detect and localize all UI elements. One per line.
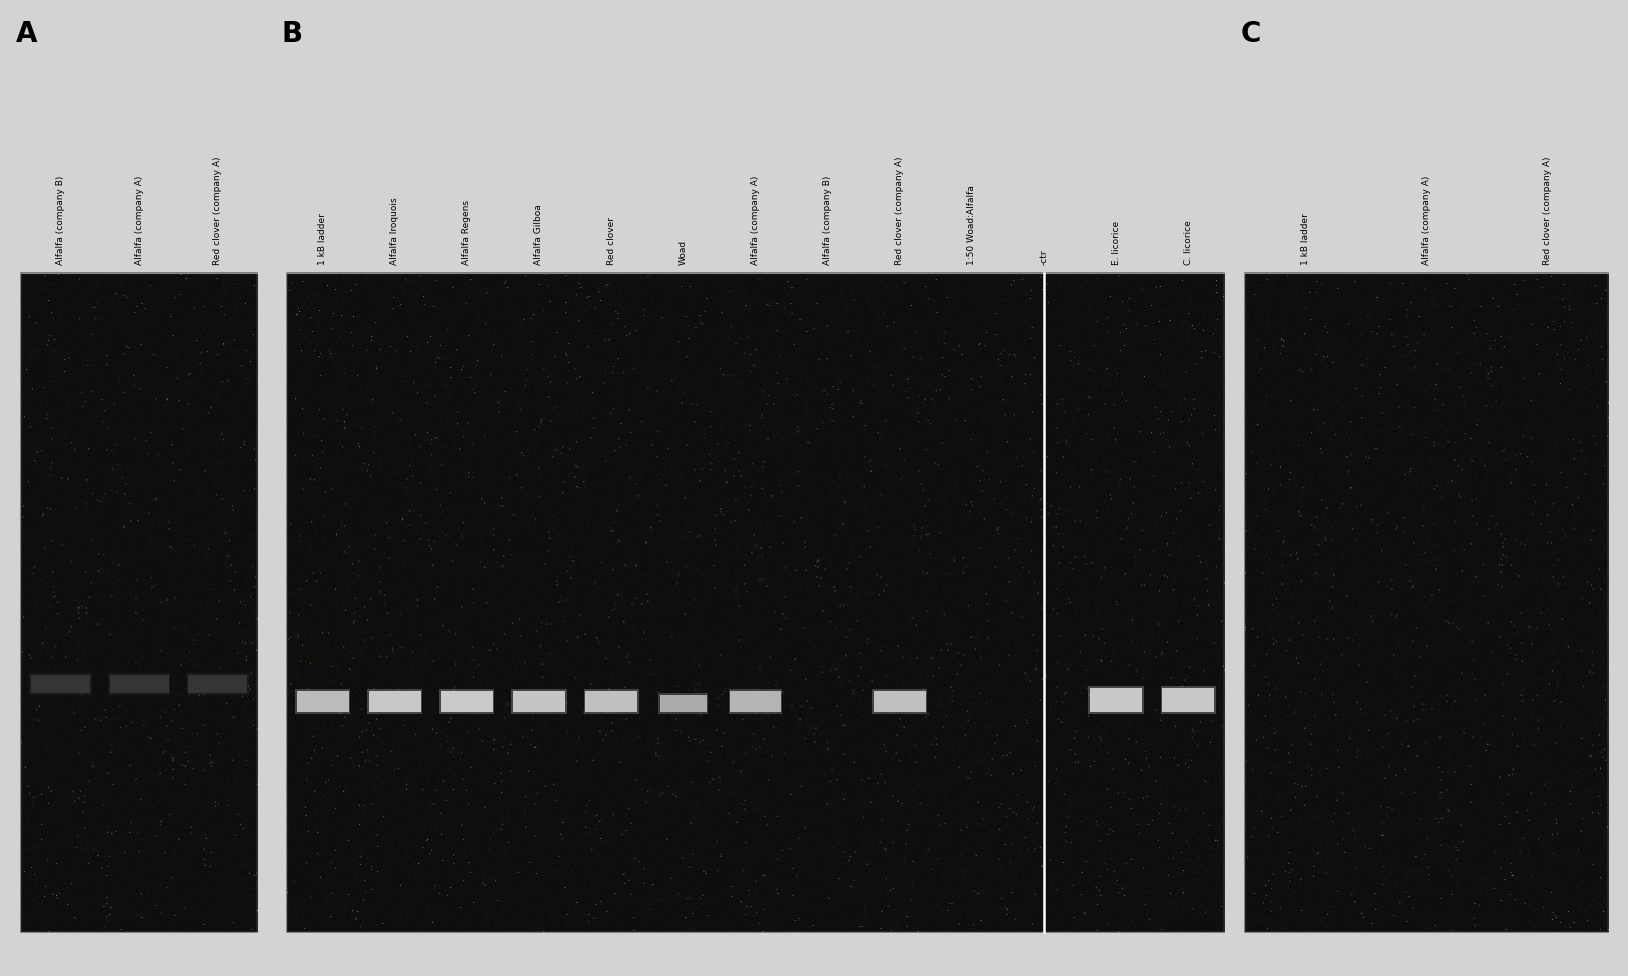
Bar <box>1161 686 1216 714</box>
Bar <box>295 689 350 714</box>
Text: Red clover (company A): Red clover (company A) <box>1543 157 1553 265</box>
Bar <box>513 691 565 712</box>
Bar <box>1091 688 1141 712</box>
Bar <box>511 689 567 714</box>
Text: Alfalfa (company B): Alfalfa (company B) <box>824 176 832 265</box>
Bar <box>31 675 90 693</box>
Bar <box>21 273 257 932</box>
Bar <box>109 675 169 693</box>
Text: 1 kB ladder: 1 kB ladder <box>1301 214 1311 265</box>
Text: Alfalfa Iroquois: Alfalfa Iroquois <box>391 198 399 265</box>
Bar <box>107 673 171 695</box>
Bar <box>659 695 707 712</box>
Bar <box>29 673 91 695</box>
Text: -ctr: -ctr <box>1039 250 1048 265</box>
Bar <box>189 675 247 693</box>
Text: C. licorice: C. licorice <box>1184 221 1193 265</box>
Text: E. licorice: E. licorice <box>1112 222 1120 265</box>
Text: Woad: Woad <box>679 240 687 265</box>
Bar <box>370 691 420 712</box>
Bar <box>1162 688 1214 712</box>
Text: Red clover (company A): Red clover (company A) <box>895 157 904 265</box>
Text: Red clover (company A): Red clover (company A) <box>213 157 223 265</box>
Bar <box>874 691 926 712</box>
Bar <box>728 689 783 714</box>
Bar <box>583 689 638 714</box>
Bar <box>1089 686 1143 714</box>
Bar <box>441 691 493 712</box>
Bar <box>658 693 708 714</box>
Bar <box>1245 273 1608 932</box>
Text: 1 kB ladder: 1 kB ladder <box>317 214 327 265</box>
Bar <box>440 689 495 714</box>
Text: Red clover: Red clover <box>607 218 615 265</box>
Text: B: B <box>282 20 303 48</box>
Bar <box>296 691 348 712</box>
Text: Alfalfa (company A): Alfalfa (company A) <box>1423 176 1431 265</box>
Bar <box>368 689 422 714</box>
Text: C: C <box>1241 20 1262 48</box>
Text: 1:50 Woad:Alfalfa: 1:50 Woad:Alfalfa <box>967 185 977 265</box>
Bar <box>187 673 249 695</box>
Text: A: A <box>16 20 37 48</box>
Text: Alfalfa Regens: Alfalfa Regens <box>462 200 472 265</box>
Bar <box>287 273 1224 932</box>
Bar <box>729 691 781 712</box>
Bar <box>873 689 928 714</box>
Text: Alfalfa (company A): Alfalfa (company A) <box>751 176 760 265</box>
Text: Alfalfa (company A): Alfalfa (company A) <box>135 176 143 265</box>
Text: Alfalfa Gilboa: Alfalfa Gilboa <box>534 205 544 265</box>
Text: Alfalfa (company B): Alfalfa (company B) <box>55 176 65 265</box>
Bar <box>584 691 637 712</box>
